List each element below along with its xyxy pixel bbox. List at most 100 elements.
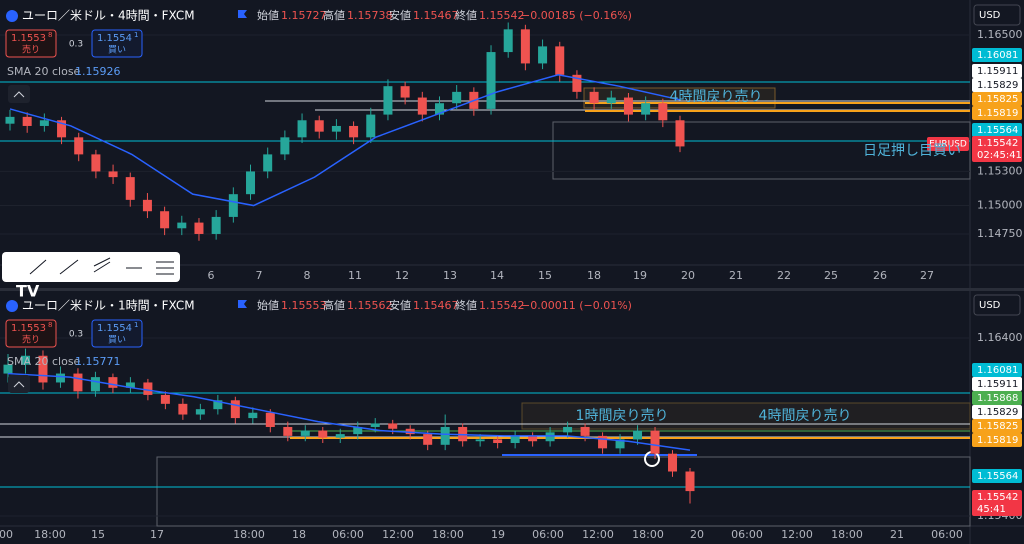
candle-body: [641, 103, 651, 115]
time-label: 06:00: [332, 528, 364, 541]
spread: 0.3: [69, 40, 83, 50]
price-tag: [972, 377, 1022, 391]
candle-body: [589, 91, 599, 104]
ohlc-high-label: 高値: [323, 8, 345, 22]
candle-body: [598, 435, 608, 449]
candle-body: [143, 382, 153, 395]
drawing-toolbar[interactable]: [2, 252, 180, 282]
candle-body: [563, 426, 573, 433]
annotation: 4時間戻り売り: [759, 408, 852, 424]
price-tag-label: 1.15825: [977, 421, 1018, 432]
currency-button[interactable]: [973, 4, 1021, 26]
candle-body: [39, 120, 49, 126]
candle-body: [486, 52, 496, 109]
time-label: 18:00: [432, 528, 464, 541]
time-label: 15: [538, 269, 552, 282]
candle-body: [528, 435, 538, 442]
zone-box: [552, 121, 971, 180]
collapse-button[interactable]: [8, 375, 30, 393]
time-label: 11: [348, 269, 362, 282]
candle-body: [400, 86, 410, 98]
time-label: 06:00: [532, 528, 564, 541]
ohlc-open-label: 始値: [257, 8, 279, 22]
sma-label: SMA 20 close: [7, 65, 81, 78]
candle-body: [142, 199, 152, 212]
candle-body: [538, 46, 548, 64]
candle-body: [20, 355, 30, 365]
ohlc-change: −0.00011 (−0.01%): [521, 299, 632, 312]
time-label: 8: [304, 269, 311, 282]
sma-value: 1.15771: [75, 355, 121, 368]
symbol-title: ユーロ／米ドル・1時間・FXCM: [22, 299, 195, 313]
candle-body: [510, 435, 520, 444]
price-tag-label: 1.15829: [977, 80, 1018, 91]
last-price-tag: [972, 490, 1022, 516]
price-tag: [972, 78, 1022, 92]
time-label: 18: [292, 528, 306, 541]
ohlc-low-label: 安値: [389, 298, 411, 312]
buy-button[interactable]: [91, 29, 143, 58]
symbol-title: ユーロ／米ドル・4時間・FXCM: [22, 9, 195, 23]
candle-body: [370, 423, 380, 427]
candle-body: [300, 430, 310, 436]
candle-body: [331, 125, 341, 132]
ohlc-close: 1.15542: [479, 299, 525, 312]
currency-button[interactable]: [973, 294, 1021, 316]
currency: USD: [979, 300, 1001, 311]
time-label: 6: [208, 269, 215, 282]
countdown: 02:45:41: [977, 150, 1022, 161]
candle-body: [90, 377, 100, 392]
ohlc-open-label: 始値: [257, 298, 279, 312]
symbol-icon: [6, 300, 18, 312]
time-label: 13: [443, 269, 457, 282]
candle-body: [545, 432, 555, 442]
candle-body: [57, 120, 67, 138]
ohlc-high: 1.15738: [347, 9, 393, 22]
candle-body: [194, 222, 204, 234]
sell-pip: 8: [48, 321, 52, 329]
flag-icon: [238, 300, 247, 308]
buy-button[interactable]: [91, 319, 143, 348]
time-label: 19: [491, 528, 505, 541]
candle-body: [108, 377, 118, 388]
price-tick-label: 1.16500: [977, 28, 1023, 41]
candle-body: [74, 137, 84, 155]
ohlc-change: −0.00185 (−0.16%): [521, 9, 632, 22]
price-tag: [972, 469, 1022, 483]
time-label: 00: [0, 528, 13, 541]
candle-body: [405, 428, 415, 435]
candle-body: [248, 412, 258, 419]
annotation: 4時間戻り売り: [670, 89, 763, 105]
candle-body: [580, 426, 590, 436]
candle-body: [125, 382, 135, 388]
buy-label: 買い: [108, 45, 126, 56]
time-label: 17: [150, 528, 164, 541]
collapse-button[interactable]: [8, 85, 30, 103]
price-tag: [972, 391, 1022, 405]
candle-body: [434, 103, 444, 115]
price-tag-label: 1.15819: [977, 435, 1018, 446]
candle-body: [5, 116, 15, 124]
sell-button[interactable]: [5, 319, 57, 348]
ohlc-open: 1.15553: [281, 299, 327, 312]
spread: 0.3: [69, 330, 83, 340]
candle-body: [280, 137, 290, 155]
sell-label: 売り: [22, 44, 40, 56]
candle-body: [623, 97, 633, 115]
buy-price: 1.1554: [97, 33, 132, 44]
time-label: 06:00: [731, 528, 763, 541]
sell-button[interactable]: [5, 29, 57, 58]
symbol-tag-label: EURUSD: [929, 140, 967, 150]
annotation: 1時間戻り売り: [576, 408, 669, 424]
last-price: 1.15542: [977, 138, 1018, 149]
time-label: 25: [824, 269, 838, 282]
candle-body: [383, 86, 393, 115]
time-label: 7: [256, 269, 263, 282]
candle-body: [22, 116, 32, 126]
time-label: 18:00: [34, 528, 66, 541]
ohlc-low: 1.15467: [413, 299, 459, 312]
candle-body: [615, 439, 625, 449]
candle-body: [283, 426, 293, 436]
time-label: 26: [873, 269, 887, 282]
